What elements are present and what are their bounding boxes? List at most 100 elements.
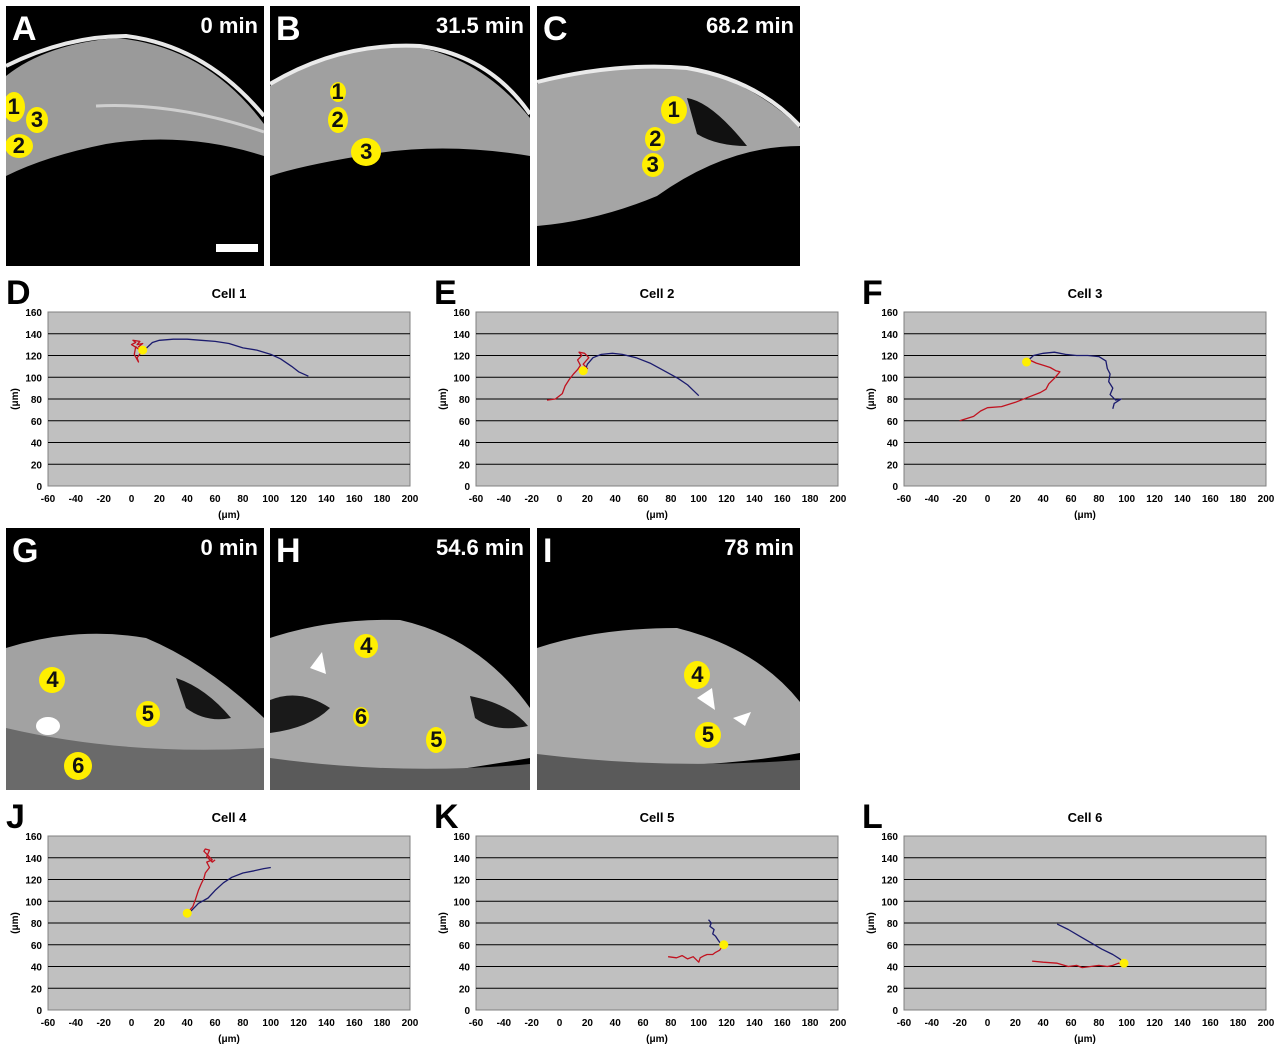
y-tick-label: 20 [887, 460, 899, 471]
tissue-image [270, 619, 530, 790]
cell-number-label: 6 [72, 753, 85, 779]
time-label: 31.5 min [435, 13, 524, 38]
x-tick-label: 140 [1174, 1018, 1191, 1029]
y-tick-label: 40 [459, 963, 471, 974]
x-tick-label: 40 [182, 1018, 194, 1029]
y-tick-label: 80 [459, 919, 471, 930]
cell-marker-4 [39, 666, 66, 693]
y-tick-label: 0 [36, 1006, 42, 1017]
x-tick-label: 0 [557, 494, 563, 505]
cell-number-label: 4 [46, 666, 59, 692]
x-tick-label: 180 [802, 494, 819, 505]
x-tick-label: 100 [262, 494, 279, 505]
x-tick-label: -40 [497, 494, 512, 505]
y-tick-label: 160 [453, 832, 470, 843]
y-tick-label: 0 [464, 482, 470, 493]
x-tick-label: 20 [1010, 1018, 1022, 1029]
cell-number-label: 2 [12, 133, 26, 159]
y-tick-label: 160 [25, 832, 42, 843]
x-tick-label: 120 [718, 494, 735, 505]
y-tick-label: 80 [31, 919, 43, 930]
y-tick-label: 0 [892, 482, 898, 493]
x-tick-label: 20 [582, 494, 594, 505]
panel-letter: F [862, 274, 883, 312]
y-axis-label: (μm) [438, 388, 449, 410]
y-tick-label: 20 [887, 984, 899, 995]
y-tick-label: 20 [459, 984, 471, 995]
time-label: 68.2 min [705, 13, 794, 38]
y-tick-label: 100 [881, 373, 898, 384]
x-tick-label: 160 [774, 1018, 791, 1029]
y-tick-label: 100 [25, 897, 42, 908]
start-point-marker [578, 366, 588, 376]
y-tick-label: 120 [881, 352, 898, 363]
time-label: 78 min [724, 535, 794, 560]
x-tick-label: -20 [96, 1018, 111, 1029]
x-tick-label: 200 [1258, 1018, 1274, 1029]
start-point-marker [1119, 958, 1129, 968]
cell-number-label: 5 [430, 727, 443, 753]
x-tick-label: -40 [925, 1018, 940, 1029]
y-tick-label: 80 [459, 395, 471, 406]
x-tick-label: 140 [318, 1018, 335, 1029]
x-tick-label: 100 [1118, 494, 1135, 505]
tissue-image [270, 43, 530, 176]
y-tick-label: 0 [36, 482, 42, 493]
y-tick-label: 100 [453, 373, 470, 384]
cell-number-label: 5 [701, 721, 715, 747]
y-tick-label: 80 [887, 395, 899, 406]
tissue-image [6, 33, 264, 176]
x-tick-label: 80 [1093, 494, 1105, 505]
x-tick-label: 80 [237, 1018, 249, 1029]
x-tick-label: -60 [897, 1018, 912, 1029]
y-tick-label: 60 [887, 417, 899, 428]
x-tick-label: 160 [774, 494, 791, 505]
chart-l: L Cell 6 0 20 40 60 80 100 120 140 160 -60 -40 -20 0 20… [862, 796, 1274, 1052]
y-tick-label: 140 [25, 330, 42, 341]
trajectory-line-red [546, 351, 590, 401]
x-tick-label: 60 [210, 494, 222, 505]
x-tick-label: -20 [524, 1018, 539, 1029]
chart-title: Cell 2 [640, 286, 675, 301]
y-tick-label: 160 [881, 308, 898, 319]
y-axis-label: (μm) [866, 388, 877, 410]
cell-number-label: 6 [354, 703, 368, 729]
x-tick-label: 0 [129, 1018, 135, 1029]
cell-number-label: 1 [667, 97, 680, 122]
cell-marker-1 [660, 96, 687, 124]
tissue-image [6, 633, 264, 790]
x-tick-label: 200 [402, 1018, 418, 1029]
trajectory-line-red [130, 339, 146, 363]
cell-marker-2 [327, 107, 348, 134]
y-tick-label: 140 [881, 330, 898, 341]
start-point-marker [1022, 357, 1032, 367]
cell-number-label: 2 [649, 125, 662, 151]
x-tick-label: 20 [582, 1018, 594, 1029]
cell-marker-5 [426, 727, 447, 754]
x-tick-label: 80 [237, 494, 249, 505]
x-tick-label: 80 [665, 494, 677, 505]
x-axis-label: (μm) [646, 510, 668, 521]
x-tick-label: 0 [129, 494, 135, 505]
y-tick-label: 140 [881, 854, 898, 865]
panel-letter: B [276, 10, 301, 48]
y-tick-label: 60 [31, 417, 43, 428]
x-tick-label: -60 [897, 494, 912, 505]
x-axis-label: (μm) [218, 1034, 240, 1045]
x-tick-label: 200 [830, 494, 846, 505]
x-tick-label: -60 [469, 494, 484, 505]
y-tick-label: 80 [887, 919, 899, 930]
y-tick-label: 60 [459, 417, 471, 428]
micro-panel-i: I 78 min 4 5 [537, 528, 800, 790]
panel-letter: C [543, 10, 568, 48]
time-label: 0 min [200, 535, 258, 560]
tissue-image [537, 628, 800, 790]
x-tick-label: -40 [69, 494, 84, 505]
y-tick-label: 20 [31, 460, 43, 471]
tissue-image [537, 64, 800, 226]
x-tick-label: 0 [557, 1018, 563, 1029]
x-tick-label: 60 [638, 494, 650, 505]
cell-marker-5 [694, 721, 721, 748]
